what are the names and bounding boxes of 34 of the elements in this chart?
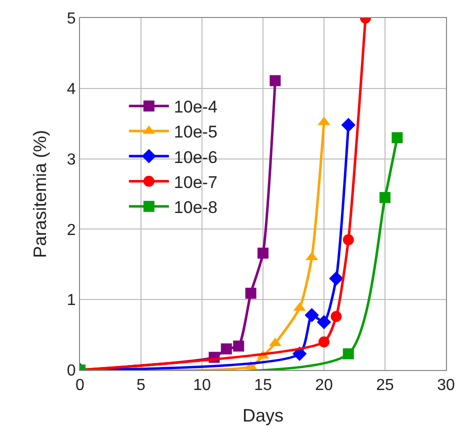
- y-tick-label: 3: [66, 151, 76, 168]
- y-tick-label: 4: [66, 81, 76, 98]
- point: [318, 336, 330, 348]
- x-axis-title: Days: [242, 405, 284, 426]
- point: [316, 314, 332, 330]
- point: [342, 348, 354, 360]
- x-tick-label: 15: [254, 377, 272, 394]
- point: [392, 132, 403, 144]
- point: [341, 118, 356, 132]
- x-tick-label: 20: [315, 377, 333, 394]
- point: [220, 343, 232, 354]
- x-tick-label: 5: [136, 377, 146, 394]
- y-tick-label: 5: [66, 10, 76, 28]
- point: [245, 288, 256, 299]
- point: [330, 311, 342, 322]
- y-tick-label: 1: [66, 292, 76, 310]
- point: [329, 271, 344, 286]
- point: [342, 234, 354, 246]
- y-tick-label: 0: [66, 362, 76, 380]
- legend-label: 10e-6: [174, 148, 218, 167]
- y-axis-title: Parasitemia (%): [30, 130, 50, 258]
- legend-label: 10e-4: [174, 98, 218, 117]
- point: [258, 248, 268, 259]
- point: [270, 75, 281, 86]
- x-tick-label: 10: [193, 377, 211, 394]
- point: [233, 340, 244, 352]
- legend-label: 10e-8: [174, 198, 218, 217]
- point: [304, 308, 319, 322]
- y-tick-label: 2: [66, 222, 76, 239]
- x-tick-label: 25: [376, 377, 394, 394]
- point: [380, 192, 390, 204]
- x-tick-label: 30: [437, 377, 455, 394]
- legend-label: 10e-7: [174, 172, 218, 192]
- legend-label: 10e-5: [174, 122, 218, 142]
